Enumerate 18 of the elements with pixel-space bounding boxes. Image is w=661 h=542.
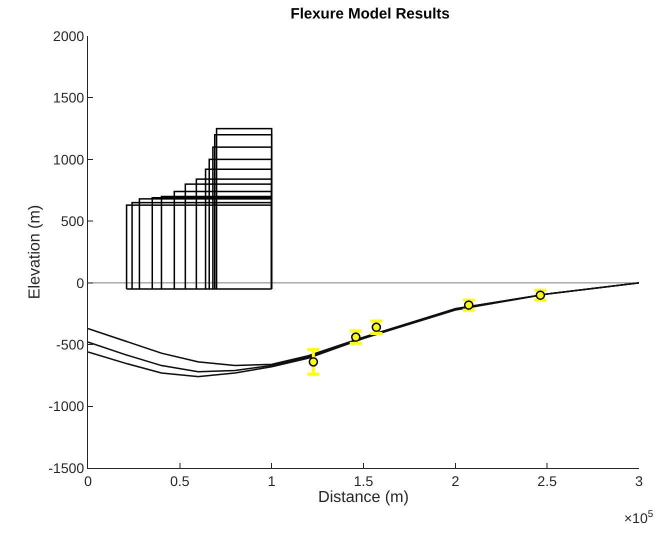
x-tick-label: 1.5 [354, 472, 374, 489]
y-tick-label: -500 [56, 336, 84, 352]
x-tick-label: 0.5 [170, 472, 190, 489]
y-tick-label: 0 [76, 274, 84, 291]
y-tick-label: -1000 [48, 398, 84, 414]
y-tick-label: -1500 [48, 460, 84, 476]
x-tick-label: 3 [635, 472, 644, 489]
y-tick-label: 500 [60, 213, 84, 230]
x-axis-title: Distance (m) [318, 488, 409, 506]
x-tick-label: 2 [451, 472, 460, 489]
chart-title: Flexure Model Results [290, 6, 450, 23]
text: ×10$^{5}$ [624, 509, 654, 526]
x-tick-label: 2.5 [537, 472, 558, 489]
x-tick-label: 1 [268, 472, 276, 489]
y-tick-label: 1000 [53, 151, 84, 168]
y-tick-label: 2000 [53, 28, 84, 44]
y-axis-title: Elevation (m) [26, 204, 44, 300]
y-tick-label: 1500 [53, 90, 84, 106]
